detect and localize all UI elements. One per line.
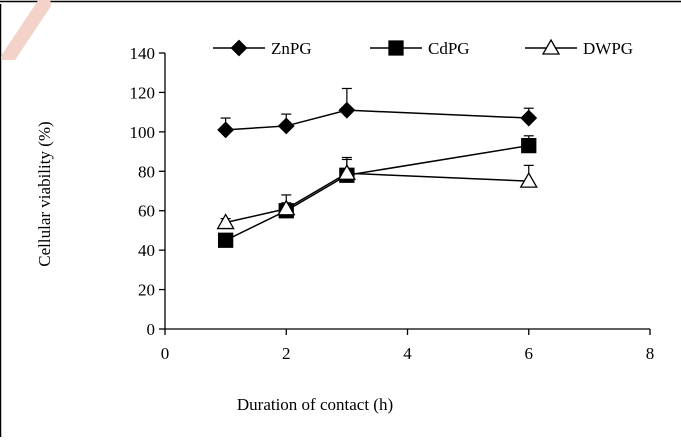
x-tick-label: 2 — [282, 344, 291, 363]
legend-item-cdpg: CdPG — [370, 39, 470, 58]
x-tick-label: 4 — [403, 344, 412, 363]
legend-marker-triangle-icon — [541, 38, 561, 55]
x-tick-label: 0 — [161, 344, 170, 363]
series-znpg — [217, 87, 538, 139]
y-tick-label: 120 — [130, 83, 156, 102]
legend-item-dwpg: DWPG — [525, 38, 633, 58]
data-point — [338, 101, 356, 119]
y-tick-label: 0 — [147, 320, 156, 339]
data-point — [217, 121, 235, 139]
legend-marker-square-icon — [388, 40, 404, 56]
series-line — [225, 144, 529, 241]
y-axis-title: Cellular viability (%) — [35, 121, 54, 266]
legend-label-cdpg: CdPG — [428, 39, 470, 58]
series-line — [225, 172, 529, 224]
data-point — [277, 199, 296, 216]
y-ticks: 0 20 40 60 80 100 120 140 — [130, 44, 165, 339]
data-point — [521, 138, 537, 154]
series-line — [225, 109, 529, 131]
data-point — [520, 109, 538, 127]
data-point — [217, 232, 234, 248]
series-cdpg — [217, 135, 537, 248]
x-tick-label: 6 — [525, 344, 534, 363]
data-point — [277, 117, 295, 135]
series-dwpg — [216, 158, 538, 230]
y-tick-label: 40 — [138, 241, 155, 260]
data-point — [216, 213, 235, 230]
series-layer — [216, 87, 538, 248]
legend-item-znpg: ZnPG — [213, 39, 312, 58]
x-tick-label: 8 — [646, 344, 655, 363]
legend-label-znpg: ZnPG — [271, 39, 312, 58]
x-axis-title: Duration of contact (h) — [237, 395, 393, 414]
y-tick-label: 100 — [130, 123, 156, 142]
data-point — [519, 171, 538, 188]
data-point — [337, 163, 356, 180]
y-tick-label: 140 — [130, 44, 156, 63]
legend-marker-diamond-icon — [230, 39, 248, 57]
y-tick-label: 20 — [138, 281, 155, 300]
legend: ZnPG CdPG DWPG — [213, 38, 633, 58]
y-tick-label: 80 — [138, 162, 155, 181]
x-ticks: 0 2 4 6 8 — [161, 329, 655, 363]
legend-label-dwpg: DWPG — [583, 39, 633, 58]
y-tick-label: 60 — [138, 202, 155, 221]
